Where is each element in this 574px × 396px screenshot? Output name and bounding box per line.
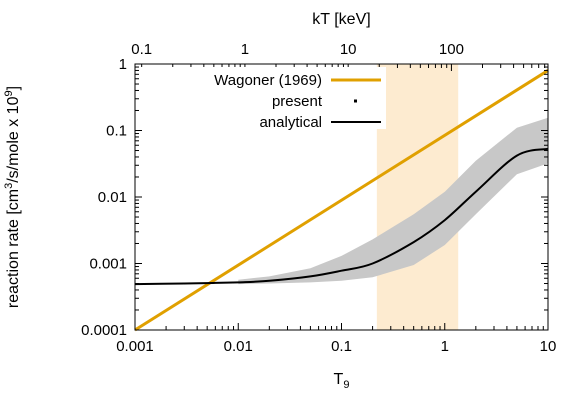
y-tick-label: 0.001 [89, 256, 127, 273]
legend-label-present: present [272, 93, 323, 110]
y-axis-label-suffix: ] [5, 86, 22, 90]
y-axis-label: reaction rate [cm3/s/mole x 109] [3, 86, 22, 308]
y-tick-label: 0.01 [98, 189, 127, 206]
x-axis-label-main: T [334, 371, 344, 388]
top-axis-label: kT [keV] [312, 11, 370, 28]
series-analytical-line [134, 147, 549, 286]
x-tick-label: 1 [441, 338, 449, 355]
legend-swatch-present [354, 99, 357, 103]
y-axis-label-sup1: 3 [3, 183, 15, 189]
series-wagoner-line [134, 69, 549, 332]
x-axis-label-subscript: 9 [343, 379, 349, 391]
x-tick-label: 10 [540, 338, 557, 355]
x-axis-label: T9 [334, 371, 350, 391]
legend-background [140, 67, 386, 129]
y-axis-label-prefix: reaction rate [cm [5, 189, 22, 308]
top-tick-label: 10 [340, 41, 357, 58]
y-axis-label-mid: /s/mole x 10 [5, 96, 22, 182]
top-tick-label: 0.1 [131, 41, 152, 58]
legend-label-wagoner: Wagoner (1969) [214, 72, 322, 89]
y-axis-label-sup2: 9 [3, 90, 15, 96]
x-tick-label: 0.001 [116, 338, 154, 355]
legend: Wagoner (1969) present analytical [140, 67, 386, 131]
y-tick-label: 0.1 [106, 123, 127, 140]
series-present-band [238, 117, 549, 285]
y-tick-label: 1 [119, 56, 127, 73]
series-layer [134, 69, 549, 332]
legend-label-analytical: analytical [259, 114, 322, 131]
y-tick-label: 0.0001 [81, 322, 127, 339]
x-tick-label: 0.01 [224, 338, 253, 355]
top-tick-label: 1 [241, 41, 249, 58]
x-tick-label: 0.1 [331, 338, 352, 355]
top-tick-label: 100 [439, 41, 464, 58]
